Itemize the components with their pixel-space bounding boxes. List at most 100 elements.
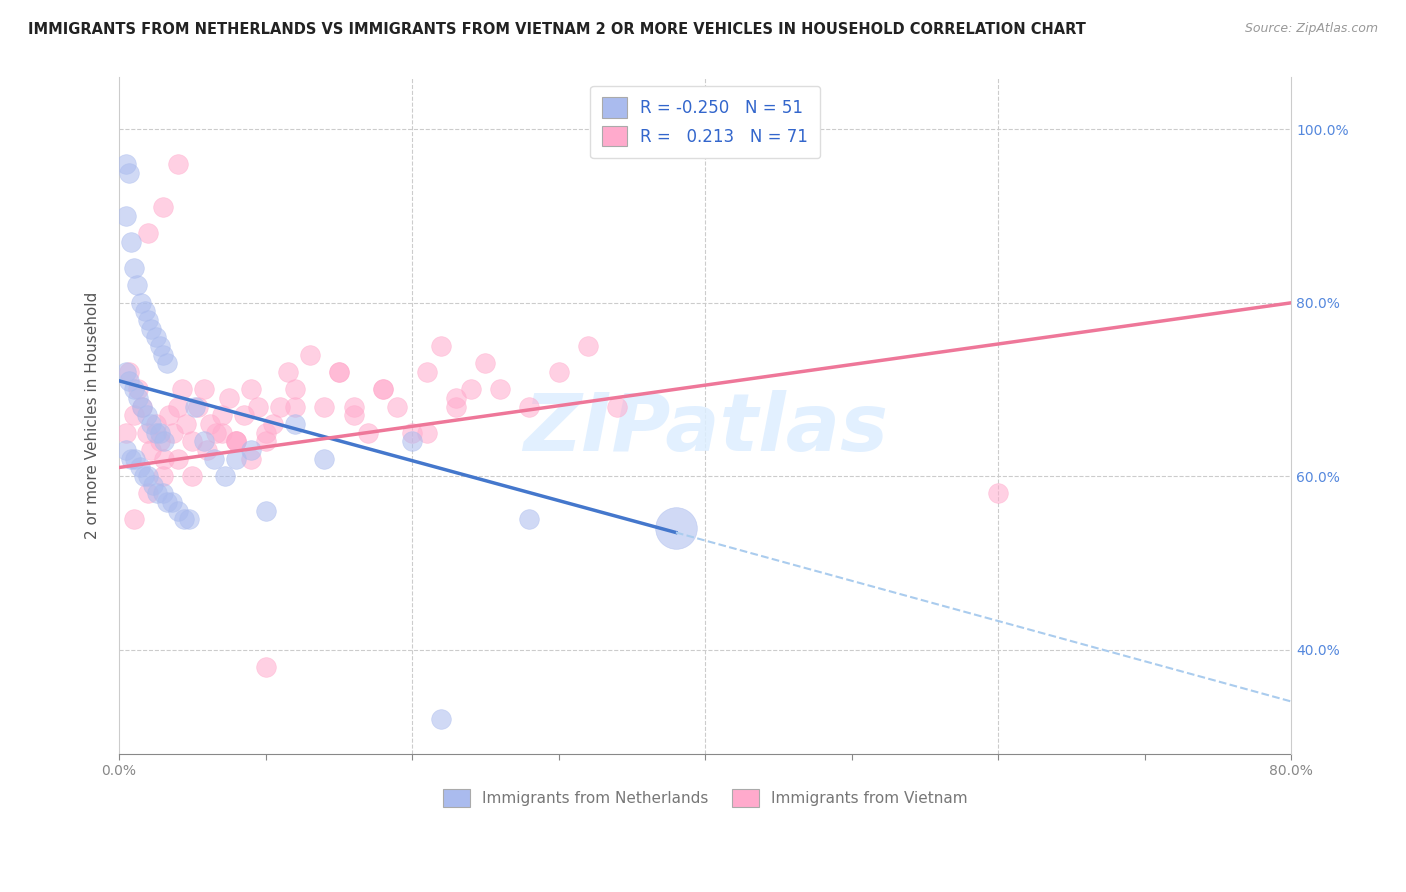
Point xyxy=(138,469,160,483)
Point xyxy=(124,451,146,466)
Point xyxy=(489,383,512,397)
Point xyxy=(254,660,277,674)
Point xyxy=(129,295,152,310)
Point xyxy=(214,469,236,483)
Point xyxy=(328,365,350,379)
Point xyxy=(131,400,153,414)
Point xyxy=(127,391,149,405)
Point xyxy=(141,443,163,458)
Point xyxy=(416,365,439,379)
Point xyxy=(225,434,247,449)
Point xyxy=(204,425,226,440)
Point xyxy=(146,486,169,500)
Point xyxy=(132,469,155,483)
Point xyxy=(166,157,188,171)
Point xyxy=(166,451,188,466)
Point xyxy=(152,348,174,362)
Point xyxy=(387,400,409,414)
Point xyxy=(118,365,141,379)
Point xyxy=(115,209,138,223)
Point xyxy=(547,365,569,379)
Point xyxy=(232,409,254,423)
Point xyxy=(135,425,157,440)
Point xyxy=(218,391,240,405)
Point xyxy=(239,451,262,466)
Point xyxy=(118,166,141,180)
Point xyxy=(239,443,262,458)
Point xyxy=(193,383,215,397)
Point xyxy=(262,417,284,431)
Point xyxy=(141,417,163,431)
Point xyxy=(284,400,307,414)
Point xyxy=(115,157,138,171)
Point xyxy=(284,417,307,431)
Point xyxy=(211,425,233,440)
Point xyxy=(125,278,148,293)
Point xyxy=(444,400,467,414)
Point xyxy=(122,409,145,423)
Point xyxy=(277,365,299,379)
Point xyxy=(342,400,364,414)
Point xyxy=(138,227,160,241)
Point xyxy=(120,235,142,249)
Point xyxy=(138,313,160,327)
Point xyxy=(474,356,496,370)
Point xyxy=(298,348,321,362)
Point xyxy=(665,521,688,535)
Point xyxy=(606,400,628,414)
Point xyxy=(173,512,195,526)
Point xyxy=(314,400,336,414)
Point xyxy=(142,478,165,492)
Point xyxy=(166,400,188,414)
Point xyxy=(430,712,453,726)
Point xyxy=(131,400,153,414)
Point xyxy=(193,434,215,449)
Point xyxy=(156,495,179,509)
Point xyxy=(152,486,174,500)
Point xyxy=(357,425,380,440)
Y-axis label: 2 or more Vehicles in Household: 2 or more Vehicles in Household xyxy=(86,292,100,539)
Point xyxy=(211,409,233,423)
Point xyxy=(342,409,364,423)
Point xyxy=(179,512,201,526)
Text: Source: ZipAtlas.com: Source: ZipAtlas.com xyxy=(1244,22,1378,36)
Point xyxy=(517,400,540,414)
Point xyxy=(118,374,141,388)
Point xyxy=(416,425,439,440)
Point xyxy=(152,201,174,215)
Point xyxy=(162,425,184,440)
Point xyxy=(987,486,1010,500)
Point xyxy=(247,400,270,414)
Point xyxy=(122,512,145,526)
Legend: Immigrants from Netherlands, Immigrants from Vietnam: Immigrants from Netherlands, Immigrants … xyxy=(436,782,974,814)
Point xyxy=(149,425,172,440)
Text: IMMIGRANTS FROM NETHERLANDS VS IMMIGRANTS FROM VIETNAM 2 OR MORE VEHICLES IN HOU: IMMIGRANTS FROM NETHERLANDS VS IMMIGRANT… xyxy=(28,22,1085,37)
Point xyxy=(145,330,167,344)
Point xyxy=(460,383,482,397)
Point xyxy=(444,391,467,405)
Point xyxy=(115,443,138,458)
Point xyxy=(115,365,138,379)
Point xyxy=(225,451,247,466)
Point xyxy=(134,304,156,318)
Point xyxy=(184,400,207,414)
Point xyxy=(371,383,394,397)
Point xyxy=(517,512,540,526)
Point xyxy=(181,434,204,449)
Point xyxy=(181,469,204,483)
Point xyxy=(225,434,247,449)
Point xyxy=(135,409,157,423)
Point xyxy=(254,434,277,449)
Point xyxy=(170,383,193,397)
Point xyxy=(269,400,291,414)
Point xyxy=(128,460,150,475)
Point xyxy=(195,443,218,458)
Point xyxy=(401,425,423,440)
Point xyxy=(371,383,394,397)
Point xyxy=(198,417,221,431)
Point xyxy=(138,486,160,500)
Point xyxy=(202,451,225,466)
Point xyxy=(120,451,142,466)
Point xyxy=(149,339,172,353)
Point xyxy=(401,434,423,449)
